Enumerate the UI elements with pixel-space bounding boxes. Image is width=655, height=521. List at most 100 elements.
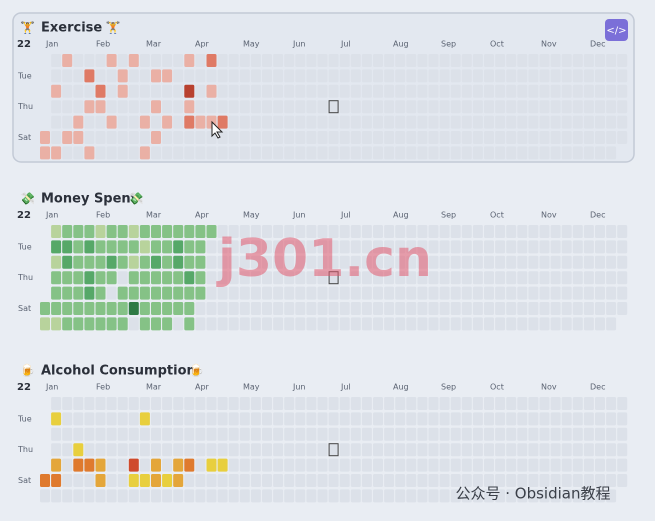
empty-cell — [273, 255, 284, 269]
heatmap-cell — [117, 397, 128, 410]
empty-cell — [284, 427, 295, 441]
heatmap-cell — [95, 397, 106, 410]
heatmap-cell — [51, 146, 62, 160]
empty-cell — [472, 458, 483, 472]
empty-cell — [528, 412, 539, 426]
empty-cell — [350, 255, 361, 269]
empty-cell — [373, 412, 383, 426]
heatmap-cell — [95, 474, 106, 487]
empty-cell — [517, 146, 528, 160]
empty-cell — [550, 397, 561, 410]
heatmap-cell — [195, 131, 206, 144]
heatmap-cell — [217, 412, 228, 426]
empty-cell — [384, 317, 395, 331]
heatmap-cell — [62, 225, 73, 238]
empty-cell — [339, 255, 350, 269]
weekday-label: Sat — [18, 476, 31, 485]
empty-cell — [339, 474, 350, 487]
empty-cell — [595, 474, 605, 487]
heatmap-cell — [151, 54, 161, 67]
heatmap-cell — [51, 100, 62, 114]
empty-cell — [550, 69, 561, 83]
empty-cell — [506, 271, 517, 285]
empty-cell — [306, 69, 317, 83]
heatmap-cell — [217, 317, 228, 331]
empty-cell — [561, 54, 572, 67]
heatmap-cell — [162, 84, 173, 98]
empty-cell — [395, 427, 406, 441]
empty-cell — [228, 427, 239, 441]
empty-cell — [406, 255, 417, 269]
icon: 🏋️ — [106, 21, 121, 35]
empty-cell — [506, 84, 517, 98]
empty-cell — [373, 443, 383, 457]
empty-cell — [606, 489, 617, 503]
empty-cell — [328, 115, 339, 129]
empty-cell — [395, 146, 406, 160]
empty-cell — [317, 397, 328, 410]
empty-cell — [484, 412, 494, 426]
heatmap-cell — [117, 131, 128, 144]
month-label: Jan — [45, 40, 58, 49]
heatmap-cell — [106, 397, 117, 410]
empty-cell — [339, 489, 350, 503]
icon: 🍺 — [20, 363, 35, 378]
empty-cell — [295, 412, 306, 426]
heatmap-cell — [95, 317, 106, 331]
heatmap-cell — [84, 115, 95, 129]
heatmap-cell — [206, 412, 217, 426]
code-button[interactable] — [605, 19, 628, 41]
heatmap-cell — [162, 54, 173, 67]
empty-cell — [373, 69, 383, 83]
empty-cell — [484, 115, 494, 129]
heatmap-cell — [139, 412, 150, 426]
empty-cell — [439, 271, 450, 285]
empty-cell — [295, 146, 306, 160]
empty-cell — [250, 225, 261, 238]
heatmap-cell — [195, 489, 206, 503]
empty-cell — [384, 84, 395, 98]
empty-cell — [395, 100, 406, 114]
heatmap-cell — [184, 271, 195, 285]
empty-cell — [428, 115, 439, 129]
heatmap-cell — [128, 443, 139, 457]
heatmap-cell — [139, 397, 150, 410]
empty-cell — [250, 100, 261, 114]
heatmap-cell — [139, 427, 150, 441]
heatmap-cell — [73, 397, 84, 410]
empty-cell — [250, 271, 261, 285]
heatmap-cell — [51, 489, 62, 503]
empty-cell — [328, 255, 339, 269]
heatmap-cell — [73, 54, 84, 67]
empty-cell — [517, 474, 528, 487]
empty-cell — [583, 146, 594, 160]
empty-cell — [495, 131, 506, 144]
empty-cell — [417, 286, 428, 300]
empty-cell — [517, 397, 528, 410]
empty-cell — [406, 131, 417, 144]
heatmap-cell — [51, 302, 62, 315]
empty-cell — [506, 302, 517, 315]
heatmap-cell — [106, 443, 117, 457]
empty-cell — [417, 317, 428, 331]
heatmap-cell — [73, 255, 84, 269]
empty-cell — [583, 69, 594, 83]
heatmap-cell — [84, 240, 95, 254]
empty-cell — [239, 69, 250, 83]
heatmap-cell — [106, 240, 117, 254]
empty-cell — [262, 240, 272, 254]
empty-cell — [295, 474, 306, 487]
empty-cell — [595, 84, 605, 98]
empty-cell — [373, 131, 383, 144]
heatmap-cell — [106, 412, 117, 426]
heatmap-cell — [62, 240, 73, 254]
empty-cell — [328, 317, 339, 331]
empty-cell — [284, 115, 295, 129]
empty-cell — [384, 115, 395, 129]
empty-cell — [262, 271, 272, 285]
empty-cell — [395, 131, 406, 144]
empty-cell — [450, 302, 461, 315]
empty-cell — [561, 69, 572, 83]
year-label: 22 — [17, 210, 31, 221]
empty-cell — [284, 286, 295, 300]
